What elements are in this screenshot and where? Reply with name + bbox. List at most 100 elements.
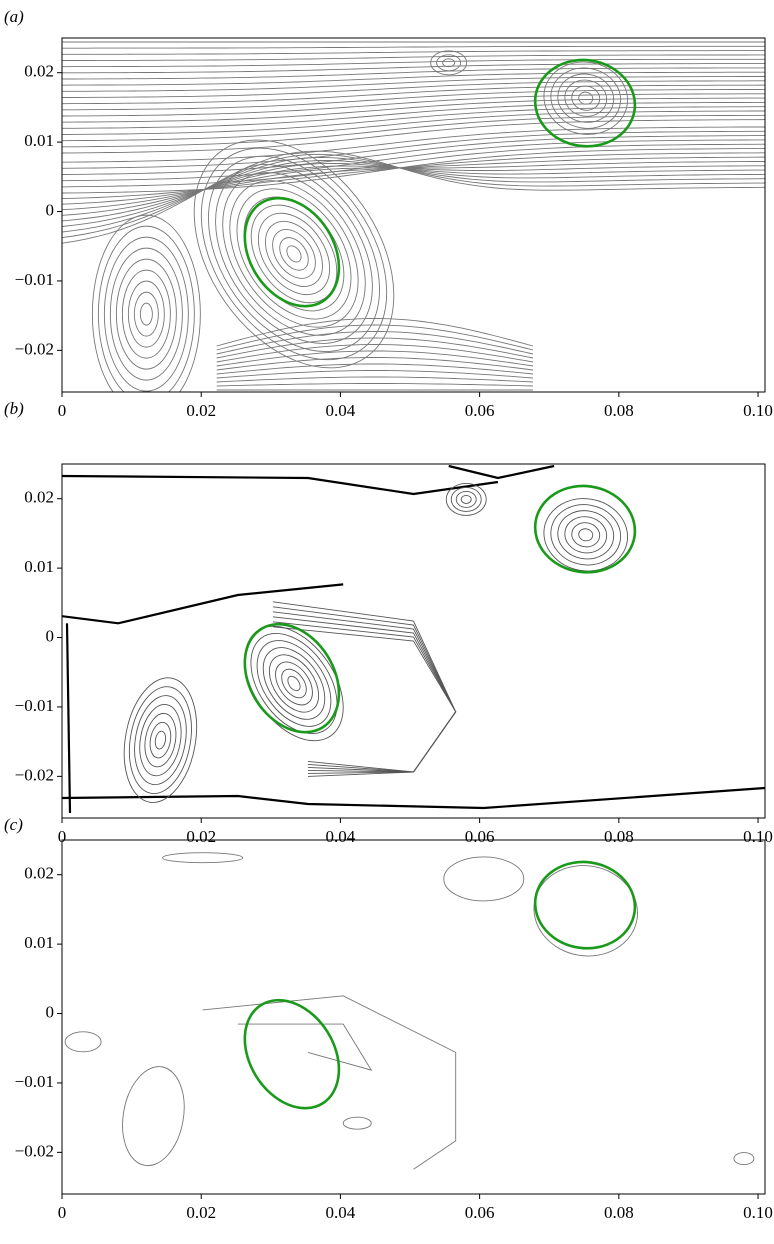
contour-line <box>342 1116 372 1130</box>
streamline <box>268 654 320 713</box>
streamline <box>216 376 534 383</box>
streamline <box>272 229 316 279</box>
streamline <box>275 661 313 706</box>
contour-line <box>202 995 457 1170</box>
x-tick-label: 0 <box>58 1203 67 1222</box>
y-tick-label: 0.02 <box>24 488 54 507</box>
panel-label: (a) <box>4 7 24 26</box>
contour-line <box>122 1066 185 1167</box>
axes-frame <box>61 839 766 1195</box>
streamline <box>216 370 534 379</box>
streamline <box>62 50 765 55</box>
x-tick-label: 0 <box>58 401 67 420</box>
streamline <box>455 490 477 508</box>
streamline <box>550 504 622 566</box>
x-tick-label: 0.06 <box>465 401 495 420</box>
streamline <box>62 474 499 496</box>
panel-label: (c) <box>4 815 23 834</box>
streamline <box>149 721 172 759</box>
axes-frame <box>61 37 766 393</box>
y-tick-label: −0.01 <box>15 270 54 289</box>
streamline <box>430 50 468 76</box>
y-tick-label: 0.02 <box>24 864 54 883</box>
streamline <box>272 616 457 773</box>
streamline <box>62 63 765 74</box>
streamline <box>571 522 601 548</box>
plot-area <box>64 852 755 1170</box>
y-tick-label: 0.02 <box>24 62 54 81</box>
streamline <box>62 54 765 61</box>
streamline <box>91 214 201 392</box>
y-tick-label: −0.02 <box>15 765 54 784</box>
streamline <box>564 79 608 117</box>
streamline <box>62 45 765 49</box>
streamline <box>62 583 344 625</box>
streamline <box>133 291 159 337</box>
streamline <box>279 237 309 271</box>
streamline <box>62 71 765 86</box>
y-tick-label: −0.02 <box>15 1141 54 1160</box>
streamline <box>448 464 555 480</box>
vortex-boundary <box>533 860 637 950</box>
plot-area <box>62 41 765 392</box>
streamline <box>144 712 177 768</box>
streamline <box>445 482 487 516</box>
streamline <box>62 148 765 194</box>
y-tick-label: −0.01 <box>15 696 54 715</box>
x-tick-label: 0.10 <box>743 401 773 420</box>
y-tick-label: 0.01 <box>24 557 54 576</box>
streamline <box>215 163 373 344</box>
y-tick-label: 0.01 <box>24 131 54 150</box>
streamline <box>62 126 765 163</box>
streamline <box>550 67 622 129</box>
streamline <box>62 153 765 239</box>
streamline <box>216 344 534 363</box>
x-tick-label: 0.10 <box>743 1203 773 1222</box>
streamline <box>229 180 359 328</box>
streamline <box>216 324 534 351</box>
streamline <box>578 91 594 105</box>
streamline <box>62 88 765 111</box>
streamline <box>557 510 615 560</box>
y-tick-label: −0.01 <box>15 1072 54 1091</box>
streamline <box>62 76 765 92</box>
streamline <box>62 97 765 123</box>
streamline <box>262 647 326 720</box>
streamline <box>62 152 765 200</box>
streamline <box>62 162 765 222</box>
streamline <box>97 225 195 392</box>
streamline <box>115 258 177 370</box>
streamline <box>265 220 323 287</box>
vortex-boundary <box>243 196 341 308</box>
x-tick-label: 0.02 <box>186 401 216 420</box>
streamline <box>216 331 534 355</box>
x-tick-label: 0.06 <box>465 1203 495 1222</box>
streamline <box>62 58 765 68</box>
panel-label: (b) <box>4 399 24 418</box>
streamline <box>578 528 594 542</box>
streamline <box>564 516 608 554</box>
panel: (a) 0 0.02 0.04 0.06 0.08 0.10 −0.02 −0.01 0 0.01 0… <box>4 7 773 420</box>
streamline <box>62 156 765 233</box>
streamline <box>244 625 344 742</box>
streamline <box>571 85 601 111</box>
contour-line <box>237 1023 373 1071</box>
contour-line <box>733 1152 755 1166</box>
y-tick-label: 0 <box>46 1002 55 1021</box>
contour-line <box>162 852 244 864</box>
streamline <box>62 119 765 154</box>
axes-frame <box>61 463 766 819</box>
streamline <box>123 677 198 803</box>
streamline <box>256 640 332 727</box>
streamline <box>272 621 457 773</box>
streamline <box>216 363 534 375</box>
x-tick-label: 0.02 <box>186 827 216 846</box>
streamline <box>222 172 366 336</box>
streamline <box>121 269 171 359</box>
streamline <box>436 54 462 72</box>
y-tick-label: 0 <box>46 626 55 645</box>
streamline <box>543 61 629 135</box>
streamline <box>216 318 534 347</box>
streamline <box>109 247 183 381</box>
